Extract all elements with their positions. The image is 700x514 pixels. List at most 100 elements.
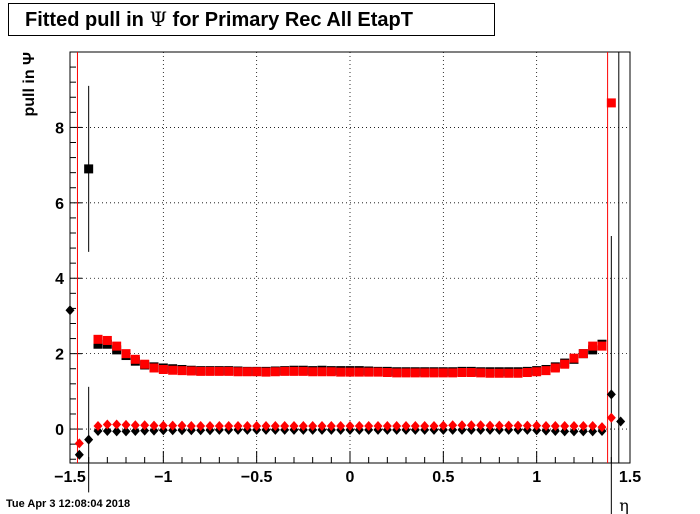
data-point-square (289, 366, 299, 376)
data-point-square (224, 366, 234, 376)
data-point-diamond (280, 421, 290, 432)
data-point-diamond (392, 421, 402, 432)
data-point-square (130, 354, 140, 364)
data-point-diamond (140, 420, 150, 431)
data-point-diamond (569, 426, 579, 437)
data-point-diamond (616, 416, 626, 427)
y-tick-label: 0 (55, 422, 64, 439)
data-point-diamond (438, 420, 448, 431)
data-point-diamond (252, 421, 262, 432)
data-point-square (532, 367, 542, 377)
data-point-diamond (102, 425, 112, 436)
data-point-square (485, 368, 495, 378)
data-point-square (252, 367, 262, 377)
data-point-diamond (429, 421, 439, 432)
data-point-diamond (224, 421, 234, 432)
data-point-diamond (354, 421, 364, 432)
data-point-diamond (569, 421, 579, 432)
data-point-diamond (214, 421, 224, 432)
data-point-square (438, 368, 448, 378)
data-point-square (606, 98, 616, 108)
x-tick-label: 1.5 (619, 469, 641, 486)
data-point-square (298, 366, 308, 376)
y-tick-label: 2 (55, 347, 64, 364)
data-point-square (308, 367, 318, 377)
data-point-diamond (140, 425, 150, 436)
data-point-diamond (65, 305, 75, 316)
data-point-diamond (84, 434, 94, 445)
data-point-square (401, 368, 411, 378)
data-point-diamond (233, 421, 243, 432)
data-point-square (93, 334, 103, 344)
data-point-diamond (298, 421, 308, 432)
data-point-diamond (74, 449, 84, 460)
x-tick-label: 1 (532, 469, 541, 486)
x-axis-label: η (619, 496, 629, 514)
x-tick-label: 0.5 (432, 469, 454, 486)
title-suffix: for Primary Rec All EtapT (172, 9, 413, 31)
data-point-square (121, 349, 131, 359)
data-point-diamond (476, 420, 486, 431)
data-point-diamond (74, 438, 84, 449)
data-point-square (326, 367, 336, 377)
data-point-square (513, 368, 523, 378)
data-point-square (466, 368, 476, 378)
data-point-square (541, 366, 551, 376)
data-point-diamond (578, 421, 588, 432)
data-point-diamond (457, 420, 467, 431)
x-tick-label: −1 (154, 469, 172, 486)
data-point-diamond (177, 420, 187, 431)
data-point-square (168, 365, 178, 375)
title-prefix: Fitted pull in (25, 9, 144, 31)
data-point-diamond (112, 426, 122, 437)
data-point-square (345, 367, 355, 377)
data-point-square (476, 368, 486, 378)
data-point-diamond (289, 421, 299, 432)
data-point-square (140, 359, 150, 369)
data-point-square (149, 363, 159, 373)
data-point-diamond (578, 426, 588, 437)
data-point-diamond (317, 421, 327, 432)
data-point-square (214, 366, 224, 376)
data-point-diamond (597, 422, 607, 433)
data-point-square (560, 359, 570, 369)
data-point-diamond (466, 420, 476, 431)
data-point-diamond (205, 421, 215, 432)
data-point-diamond (261, 421, 271, 432)
data-point-square (233, 367, 243, 377)
data-point-square (494, 368, 504, 378)
data-point-square (196, 366, 206, 376)
y-axis-label: pull in Ψ (21, 52, 38, 117)
data-point-diamond (588, 421, 598, 432)
data-point-diamond (504, 420, 514, 431)
y-tick-label: 6 (55, 196, 64, 213)
data-point-square (102, 335, 112, 345)
x-tick-label: −1.5 (54, 469, 86, 486)
data-point-diamond (364, 421, 374, 432)
data-point-square (317, 367, 327, 377)
data-point-diamond (308, 421, 318, 432)
data-point-square (429, 368, 439, 378)
data-point-square (280, 366, 290, 376)
data-point-diamond (345, 421, 355, 432)
data-point-diamond (606, 389, 616, 400)
data-point-diamond (410, 421, 420, 432)
data-point-diamond (102, 419, 112, 430)
data-point-diamond (588, 426, 598, 437)
data-point-diamond (112, 419, 122, 430)
data-point-diamond (196, 421, 206, 432)
data-point-square (410, 368, 420, 378)
data-point-square (504, 368, 514, 378)
data-point-square (457, 368, 467, 378)
title-psi-symbol: Ψ (149, 7, 167, 31)
data-point-square (522, 368, 532, 378)
data-point-diamond (121, 419, 131, 430)
data-point-diamond (158, 420, 168, 431)
data-point-square (261, 367, 271, 377)
data-point-diamond (382, 421, 392, 432)
data-point-square (242, 367, 252, 377)
data-point-square (578, 349, 588, 359)
data-point-square (588, 341, 598, 351)
x-tick-label: 0 (346, 469, 355, 486)
